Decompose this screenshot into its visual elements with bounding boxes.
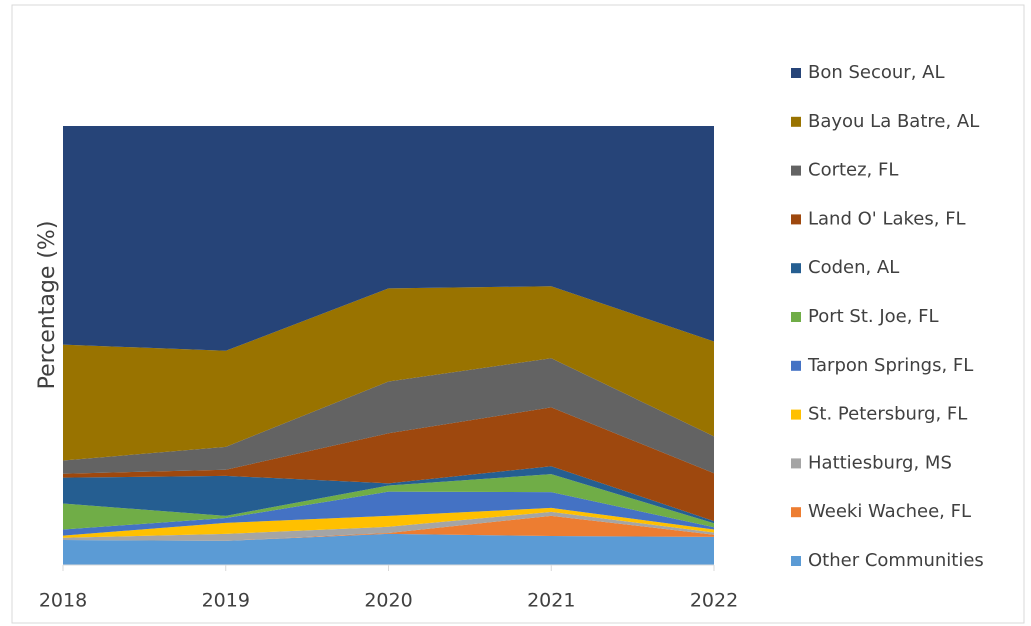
x-tick-label: 2022	[690, 590, 738, 612]
area	[63, 511, 714, 541]
legend-swatch	[791, 458, 801, 469]
area	[63, 126, 714, 351]
legend-label: Bayou La Batre, AL	[808, 111, 979, 132]
area	[63, 507, 714, 538]
x-tick-label: 2019	[202, 590, 250, 612]
legend-label: Port St. Joe, FL	[808, 306, 939, 327]
legend-label: Coden, AL	[808, 257, 899, 278]
legend-label: Weeki Wachee, FL	[808, 501, 971, 522]
area	[63, 474, 714, 530]
legend-label: Hattiesburg, MS	[808, 452, 952, 473]
legend-swatch	[791, 556, 801, 566]
legend-swatch	[791, 116, 801, 127]
area	[63, 491, 714, 536]
x-tick-label: 2020	[364, 590, 412, 612]
legend-label: Land O' Lakes, FL	[808, 208, 966, 229]
area	[63, 358, 714, 474]
x-tick-label: 2021	[527, 590, 575, 612]
legend-label: Tarpon Springs, FL	[807, 355, 973, 376]
legend-swatch	[791, 214, 801, 225]
x-tick-label: 2018	[39, 590, 87, 612]
legend-swatch	[791, 409, 801, 420]
legend-label: Bon Secour, AL	[808, 62, 945, 83]
legend-swatch	[791, 507, 801, 518]
legend-label: Other Communities	[808, 550, 984, 571]
legend-swatch	[791, 263, 801, 274]
area	[63, 533, 714, 565]
y-axis-label: Percentage (%)	[35, 221, 60, 390]
area	[63, 407, 714, 522]
legend-swatch	[791, 68, 801, 78]
area	[63, 286, 714, 461]
area	[63, 515, 714, 541]
legend-swatch	[791, 312, 801, 322]
legend-label: Cortez, FL	[808, 160, 898, 181]
legend-label: St. Petersburg, FL	[808, 404, 967, 425]
legend-swatch	[791, 165, 801, 176]
area	[63, 466, 714, 524]
legend-swatch	[791, 360, 801, 371]
